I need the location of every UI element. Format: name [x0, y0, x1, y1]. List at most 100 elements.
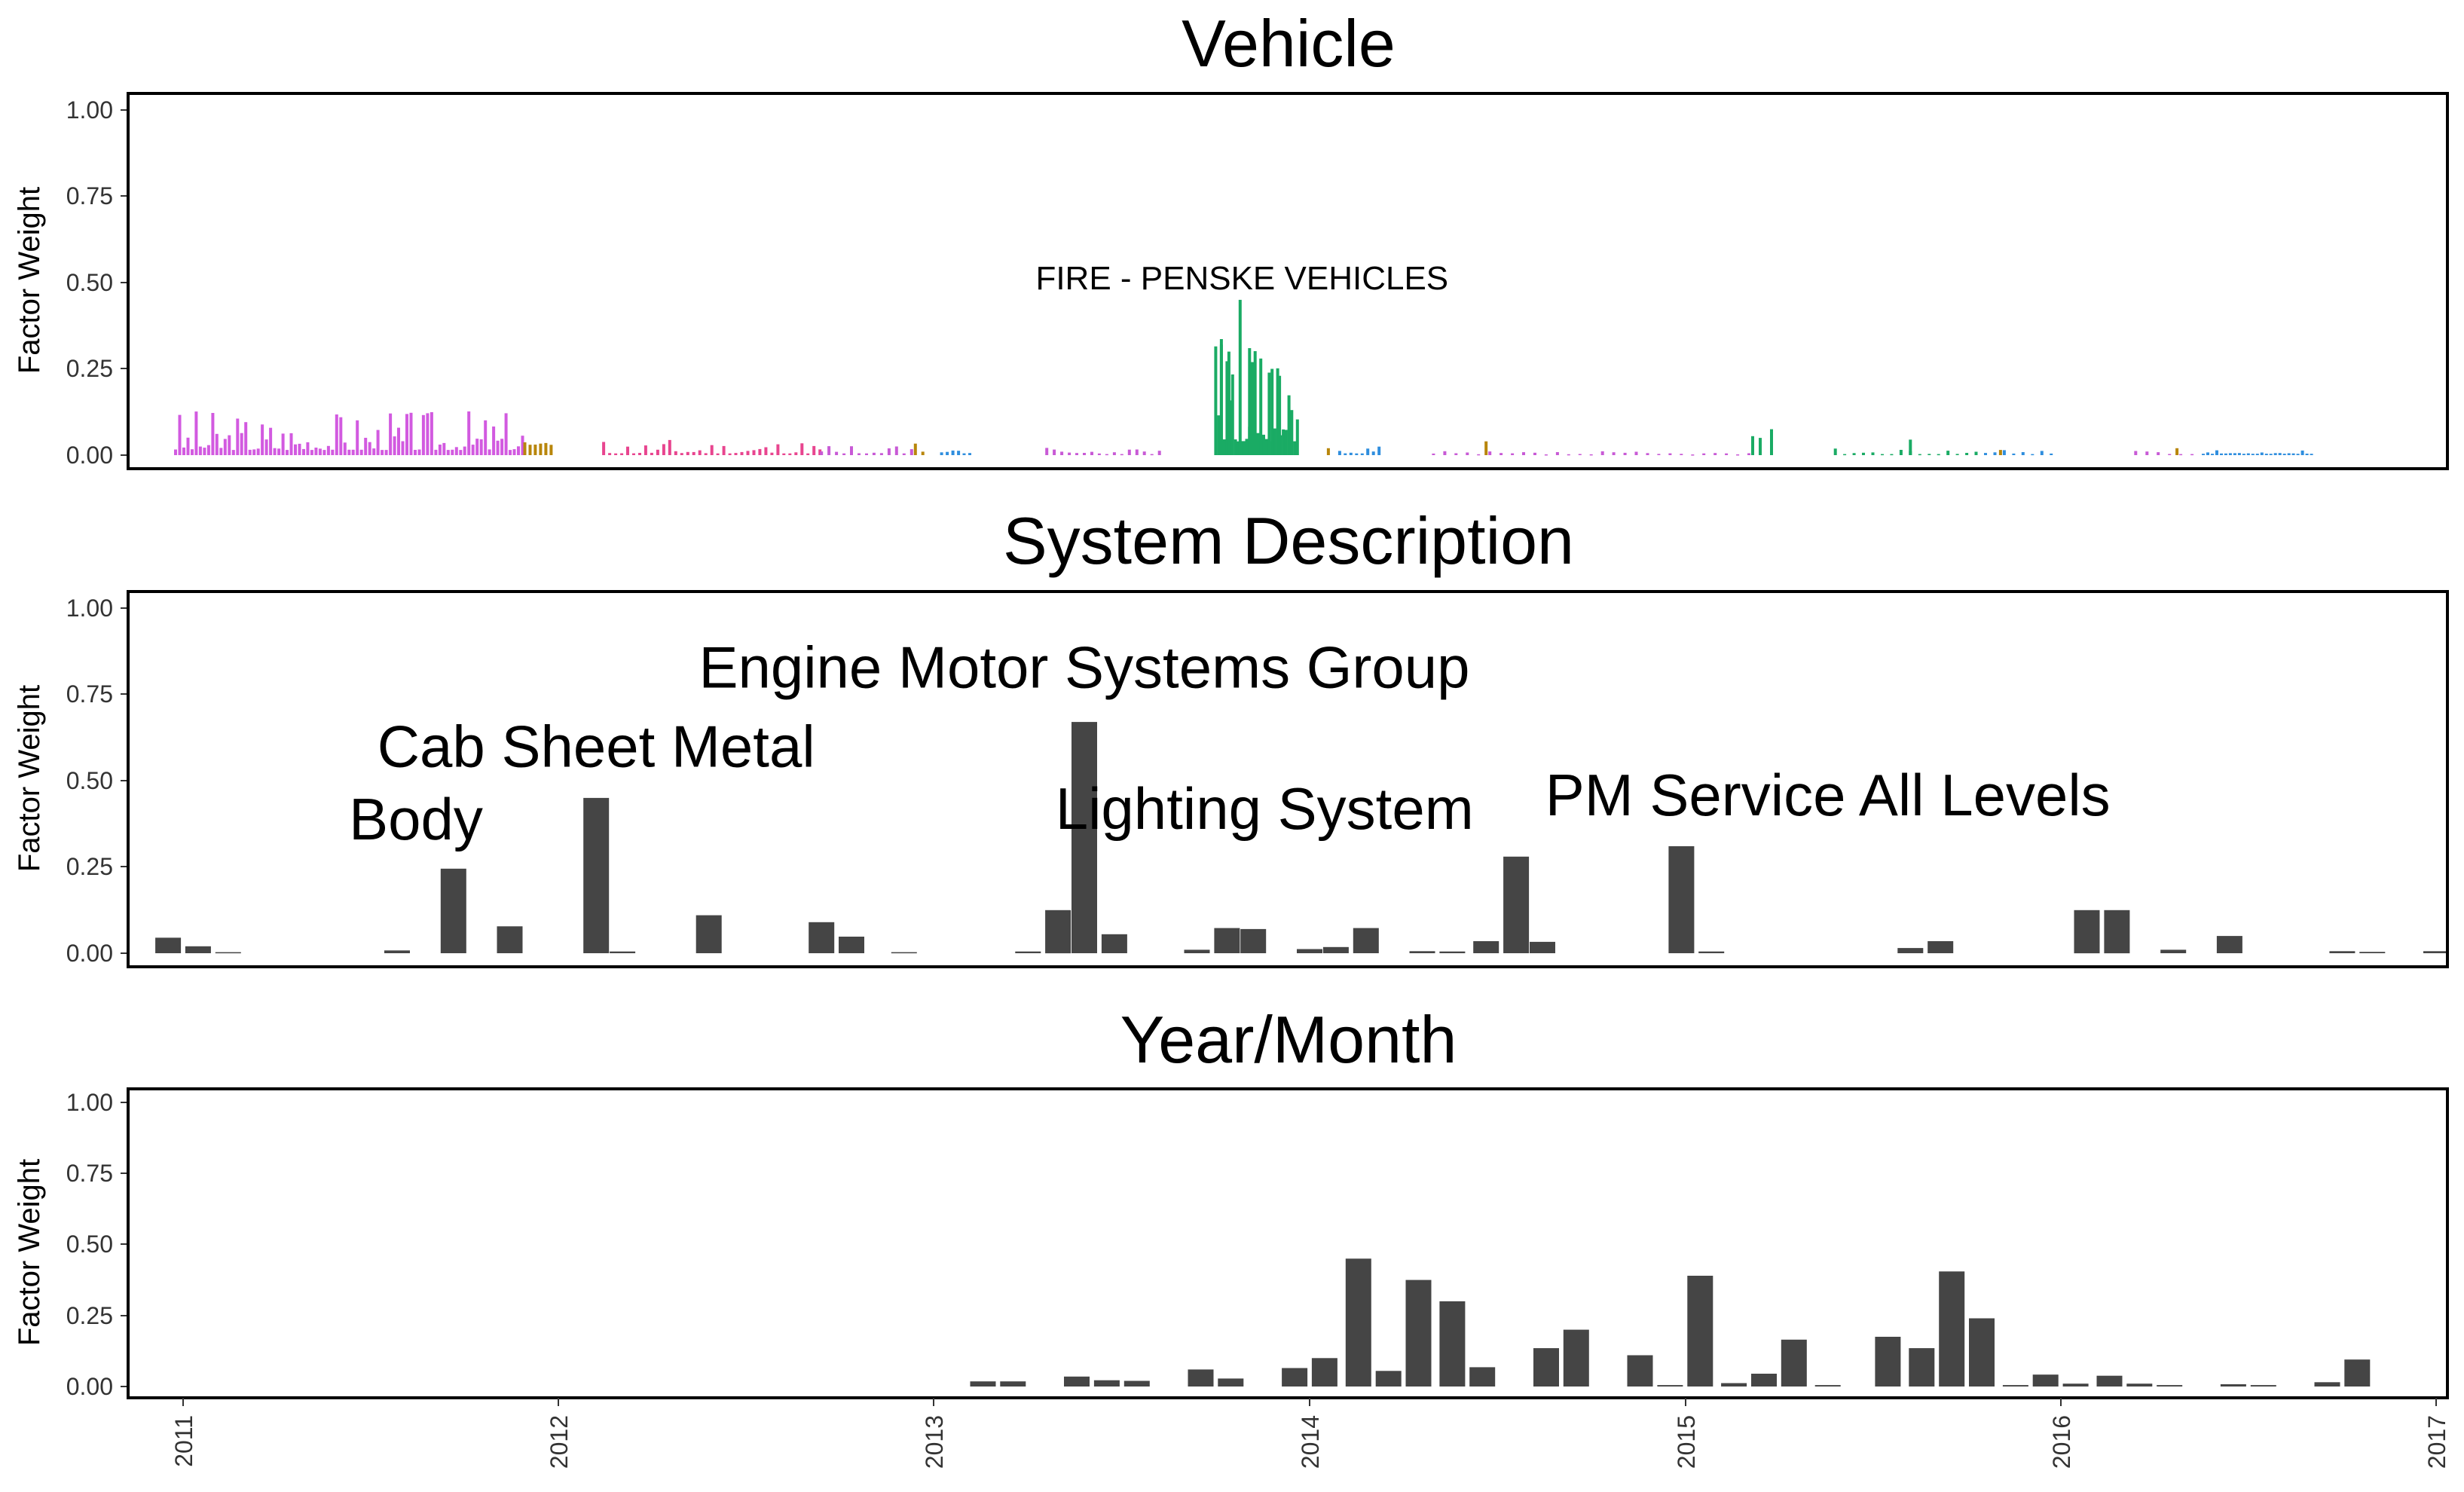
vehicle-bar	[752, 450, 756, 455]
xtick-2012: 2012	[546, 1415, 573, 1469]
vehicle-bar	[475, 439, 479, 455]
vehicle-bar	[539, 443, 543, 455]
vehicle-bar	[182, 447, 185, 455]
vehicle-bar	[1881, 454, 1884, 456]
system-ytick-4: 1.00	[66, 595, 113, 622]
vehicle-bar	[1259, 358, 1263, 455]
yearmonth-bar	[1218, 1378, 1244, 1387]
vehicle-bar	[2202, 454, 2205, 455]
vehicle-bar	[1222, 439, 1226, 455]
xtick-2017: 2017	[2423, 1415, 2450, 1469]
vehicle-bar	[909, 449, 913, 455]
vehicle-bar	[1725, 453, 1729, 455]
vehicle-annotations: FIRE - PENSKE VEHICLES	[1035, 260, 1448, 297]
system-bar	[809, 922, 835, 953]
vehicle-bar	[1843, 454, 1847, 456]
xtick-2014: 2014	[1297, 1415, 1324, 1469]
system-bar	[1045, 910, 1072, 954]
vehicle-bar	[2273, 453, 2277, 455]
vehicle-bar	[228, 435, 231, 455]
vehicle-bar	[1273, 428, 1276, 455]
vehicle-bar	[2300, 450, 2304, 455]
vehicle-bar	[2145, 451, 2149, 455]
vehicle-bar	[372, 448, 376, 455]
system-bar	[583, 797, 610, 953]
vehicle-bar	[1533, 452, 1536, 455]
system-bar	[1668, 846, 1695, 953]
vehicle-bar	[1142, 451, 1146, 455]
vehicle-bar	[2002, 450, 2006, 455]
vehicle-bar	[454, 447, 458, 455]
system-bar	[1015, 951, 1041, 953]
xtick-2011: 2011	[170, 1415, 197, 1467]
vehicle-bar	[1544, 454, 1548, 456]
system-bar	[1897, 948, 1924, 953]
vehicle-bar	[2305, 454, 2309, 455]
vehicle-bar	[1909, 439, 1912, 455]
vehicle-bar	[269, 427, 273, 455]
vehicle-bar	[277, 448, 281, 455]
system-bar	[215, 952, 241, 954]
vehicle-bar	[434, 449, 438, 455]
vehicle-bar	[405, 414, 408, 455]
yearmonth-bar	[1345, 1258, 1371, 1387]
yearmonth-bar	[1000, 1381, 1026, 1387]
system-bar	[1530, 941, 1555, 953]
vehicle-bar	[178, 414, 182, 455]
vehicle-bar	[1045, 448, 1049, 455]
vehicle-bar	[1646, 453, 1649, 455]
system-plot-frame	[127, 590, 2449, 968]
vehicle-bar	[2175, 448, 2179, 455]
vehicle-bar	[451, 449, 454, 455]
system-bar	[1698, 951, 1725, 953]
yearmonth-plot-frame	[127, 1087, 2449, 1399]
vehicle-bar	[1278, 375, 1282, 455]
vehicle-bar	[523, 442, 527, 455]
vehicle-bar	[1371, 451, 1375, 455]
vehicle-bar	[2179, 454, 2183, 456]
system-bar	[1297, 949, 1322, 953]
vehicle-bar	[281, 433, 285, 455]
yearmonth-bar	[2032, 1374, 2059, 1387]
vehicle-bar	[1075, 453, 1078, 455]
vehicle-bar	[2255, 454, 2259, 455]
system-bar	[1473, 941, 1499, 953]
vehicle-bar	[1443, 451, 1447, 455]
vehicle-bar	[528, 445, 532, 455]
vehicle-bar	[430, 412, 433, 455]
vehicle-bar	[2157, 452, 2160, 455]
vehicle-bar	[2134, 451, 2138, 455]
vehicle-bar	[1256, 433, 1260, 455]
yearmonth-bar	[2126, 1383, 2153, 1387]
system-title: System Description	[1003, 503, 1574, 578]
vehicle-bar	[1955, 454, 1959, 455]
yearmonth-bar	[1282, 1368, 1308, 1387]
vehicle-bar	[1355, 453, 1359, 455]
vehicle-bar	[1759, 438, 1762, 455]
vehicle-bar	[1217, 415, 1221, 455]
vehicle-bar	[211, 413, 215, 455]
vehicle-bar	[1974, 451, 1978, 455]
vehicle-bar	[656, 449, 659, 455]
vehicle-bar	[343, 442, 347, 455]
vehicle-bar	[1998, 450, 2002, 455]
system-bar	[610, 951, 636, 953]
vehicle-bar	[1522, 452, 1525, 455]
vehicle-bar	[1965, 453, 1969, 455]
system-ytick-0: 0.00	[66, 940, 113, 967]
vehicle-bar	[2021, 452, 2025, 455]
yearmonth-bar	[2157, 1385, 2183, 1387]
system-y-ticks: 0.00 0.25 0.50 0.75 1.00	[66, 595, 128, 967]
vehicle-bar	[686, 451, 689, 455]
vehicle-bar	[1927, 454, 1931, 455]
vehicle-bar	[310, 450, 313, 455]
vehicle-bar	[1578, 454, 1582, 455]
vehicle-bar	[302, 448, 305, 455]
vehicle-bar	[496, 440, 500, 455]
vehicle-bar	[746, 451, 750, 455]
vehicle-bar	[2168, 454, 2172, 455]
yearmonth-bar	[1969, 1318, 1995, 1387]
system-bar	[1184, 949, 1210, 953]
vehicle-bar	[1747, 453, 1750, 455]
vehicle-bar	[174, 449, 177, 455]
